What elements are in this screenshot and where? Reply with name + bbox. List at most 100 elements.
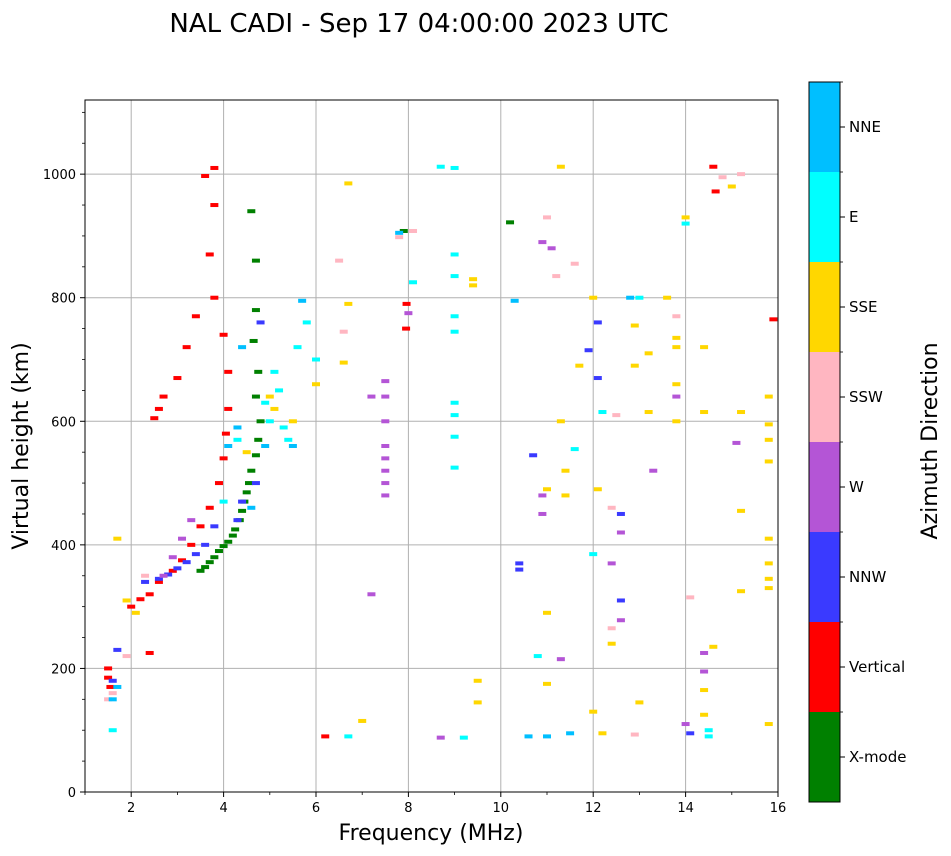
point-x-mode-13 xyxy=(245,481,254,486)
point-sse-41 xyxy=(700,410,709,415)
point-sse-24 xyxy=(589,295,598,300)
point-vertical-14 xyxy=(221,431,230,436)
point-e-11 xyxy=(312,357,320,362)
point-sse-12 xyxy=(469,277,478,282)
point-sse-3 xyxy=(242,450,251,455)
point-nnw-2 xyxy=(141,579,150,584)
point-x-mode-14 xyxy=(247,468,256,473)
point-sse-36 xyxy=(672,345,681,350)
point-w-20 xyxy=(616,530,625,535)
point-x-mode-16 xyxy=(254,437,263,442)
point-sse-43 xyxy=(700,712,709,717)
point-w-5 xyxy=(381,394,390,399)
point-vertical-33 xyxy=(711,189,720,194)
point-w-11 xyxy=(381,493,390,498)
point-sse-37 xyxy=(672,382,681,387)
point-x-mode-18 xyxy=(251,394,260,399)
point-nnw-18 xyxy=(593,320,602,325)
point-ssw-9 xyxy=(607,505,616,510)
point-e-3 xyxy=(261,400,270,405)
point-sse-22 xyxy=(556,419,565,424)
point-x-mode-25 xyxy=(399,228,408,233)
point-sse-21 xyxy=(561,493,570,498)
point-sse-40 xyxy=(700,345,709,350)
y-axis-label: Virtual height (km) xyxy=(9,342,34,549)
point-vertical-25 xyxy=(173,376,182,381)
point-nne-8 xyxy=(298,298,307,303)
point-vertical-19 xyxy=(205,252,214,257)
point-nnw-15 xyxy=(515,567,524,572)
y-tick-label-2: 400 xyxy=(51,539,76,554)
point-vertical-12 xyxy=(214,481,223,486)
point-x-mode-6 xyxy=(224,539,233,544)
point-x-mode-3 xyxy=(210,555,219,560)
point-w-12 xyxy=(367,394,376,399)
point-ssw-15 xyxy=(718,175,727,180)
point-nnw-4 xyxy=(164,572,173,577)
colorbar-label-vertical: Vertical xyxy=(849,658,905,676)
point-e-2 xyxy=(233,437,242,442)
colorbar-segment-nne xyxy=(809,82,840,172)
point-x-mode-22 xyxy=(251,258,260,263)
point-ssw-13 xyxy=(686,595,695,600)
grid-vertical xyxy=(130,100,779,792)
point-nne-11 xyxy=(626,295,635,300)
point-vertical-17 xyxy=(219,332,228,337)
point-vertical-5 xyxy=(145,592,154,597)
point-vertical-29 xyxy=(145,650,154,655)
point-nnw-14 xyxy=(515,561,524,566)
point-ssw-18 xyxy=(570,261,579,266)
y-axis-ticks: 0 200 400 600 800 1000 xyxy=(43,111,85,801)
point-nne-7 xyxy=(288,444,297,448)
x-axis-label: Frequency (MHz) xyxy=(339,821,524,846)
y-tick-label-4: 800 xyxy=(51,292,76,307)
point-sse-33 xyxy=(644,351,653,356)
point-ssw-6 xyxy=(543,215,551,220)
point-e-24 xyxy=(570,447,579,452)
point-w-9 xyxy=(381,468,390,473)
point-sse-9 xyxy=(344,301,353,306)
point-e-18 xyxy=(450,329,459,334)
point-ssw-7 xyxy=(552,274,561,279)
point-nne-14 xyxy=(566,731,575,736)
point-w-27 xyxy=(649,468,658,473)
point-vertical-16 xyxy=(224,369,233,374)
point-vertical-20 xyxy=(210,203,219,208)
point-sse-50 xyxy=(764,422,773,427)
point-w-15 xyxy=(538,240,547,245)
x-tick-label-2: 6 xyxy=(312,801,320,816)
point-nne-3 xyxy=(233,425,242,430)
x-tick-label-6: 14 xyxy=(677,801,694,816)
point-sse-30 xyxy=(630,363,639,368)
point-w-17 xyxy=(538,493,547,498)
point-nnw-3 xyxy=(154,576,163,581)
point-vertical-32 xyxy=(709,164,718,169)
data-points xyxy=(104,164,778,740)
point-e-12 xyxy=(409,280,418,285)
point-e-19 xyxy=(450,400,459,405)
point-x-mode-4 xyxy=(214,549,223,554)
point-x-mode-0 xyxy=(196,568,205,573)
point-nnw-8 xyxy=(201,542,210,547)
colorbar-segment-vertical xyxy=(809,622,840,712)
point-e-15 xyxy=(450,252,459,257)
point-ssw-0 xyxy=(104,697,113,702)
point-vertical-2 xyxy=(106,684,115,689)
point-sse-4 xyxy=(265,394,274,399)
x-axis-ticks: 2 4 6 8 10 12 14 16 xyxy=(84,792,786,816)
point-e-27 xyxy=(635,295,644,300)
point-nne-5 xyxy=(247,505,256,510)
point-nnw-21 xyxy=(686,731,695,736)
point-nnw-13 xyxy=(256,320,265,325)
point-nne-4 xyxy=(238,345,247,350)
point-sse-57 xyxy=(764,722,773,727)
point-sse-39 xyxy=(681,215,690,220)
point-vertical-34 xyxy=(769,317,778,322)
point-vertical-31 xyxy=(402,326,411,331)
point-x-mode-1 xyxy=(201,565,210,570)
point-sse-54 xyxy=(764,561,773,566)
point-vertical-7 xyxy=(168,568,177,573)
point-sse-10 xyxy=(339,360,348,365)
point-w-4 xyxy=(381,379,390,384)
